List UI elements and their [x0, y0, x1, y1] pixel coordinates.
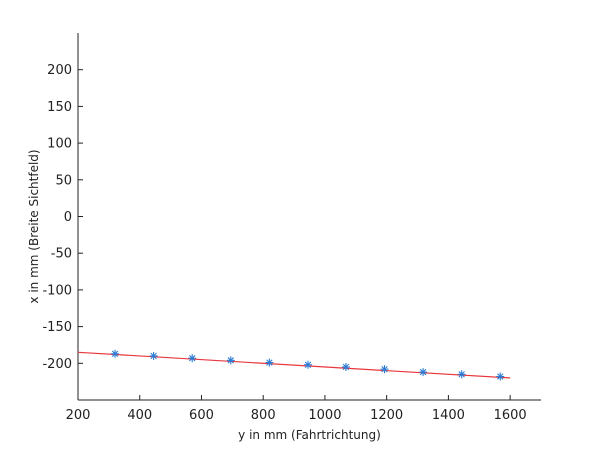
x-tick-label: 400	[127, 408, 152, 423]
x-tick-label: 1600	[494, 408, 527, 423]
data-point	[457, 370, 466, 379]
data-point	[341, 362, 350, 371]
x-axis-label: y in mm (Fahrtrichtung)	[238, 428, 381, 442]
data-point	[226, 356, 235, 365]
y-tick-label: -50	[51, 247, 72, 262]
data-point	[419, 368, 428, 377]
y-ticks: 200 150 100 50 0 -50 -100 -150 -200	[42, 63, 83, 372]
y-tick-label: 200	[47, 63, 72, 78]
data-point	[111, 349, 120, 358]
y-tick-label: -150	[42, 320, 72, 335]
fit-line	[77, 351, 511, 379]
data-point	[265, 358, 274, 367]
y-tick-label: 0	[64, 210, 72, 225]
x-tick-label: 1400	[432, 408, 465, 423]
data-points	[111, 349, 505, 381]
data-point	[496, 372, 505, 381]
y-tick-label: 150	[47, 100, 72, 115]
data-point	[380, 365, 389, 374]
y-tick-label: -200	[42, 357, 72, 372]
x-tick-label: 1000	[308, 408, 341, 423]
y-tick-label: 100	[47, 137, 72, 152]
x-tick-label: 1200	[370, 408, 403, 423]
data-point	[188, 354, 197, 363]
x-ticks: 200 400 600 800 1000 1200 1400 1600	[66, 395, 527, 423]
x-tick-label: 200	[66, 408, 91, 423]
data-point	[149, 351, 158, 360]
x-tick-label: 600	[189, 408, 214, 423]
data-point	[303, 360, 312, 369]
y-tick-label: -100	[42, 283, 72, 298]
axes	[77, 33, 541, 401]
x-tick-label: 800	[251, 408, 276, 423]
fit-line-group	[77, 351, 511, 379]
y-tick-label: 50	[55, 173, 72, 188]
y-axis-label: x in mm (Breite Sichtfeld)	[27, 149, 41, 303]
